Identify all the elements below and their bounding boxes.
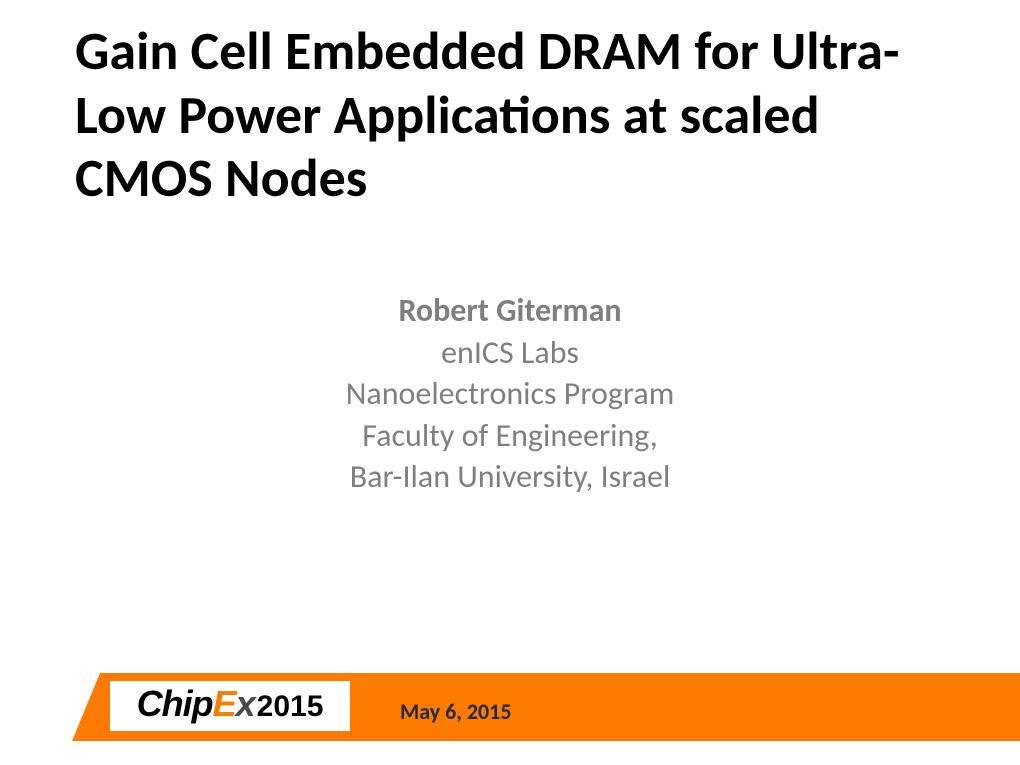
affiliation-line-2: Nanoelectronics Program xyxy=(0,373,1020,415)
footer: ChipEx2015 May 6, 2015 xyxy=(0,655,1020,765)
logo-text-chip: Chip xyxy=(137,683,213,725)
affiliation-line-3: Faculty of Engineering, xyxy=(0,415,1020,457)
logo-text-x: x xyxy=(236,683,255,725)
slide-title: Gain Cell Embedded DRAM for Ultra-Low Po… xyxy=(75,20,955,211)
logo-text-e: E xyxy=(213,683,236,725)
affiliation-line-4: Bar-Ilan University, Israel xyxy=(0,456,1020,498)
logo-text-year: 2015 xyxy=(257,690,324,724)
chipex-logo: ChipEx2015 xyxy=(110,681,350,731)
author-name: Robert Giterman xyxy=(0,290,1020,332)
author-block: Robert Giterman enICS Labs Nanoelectroni… xyxy=(0,290,1020,498)
affiliation-line-1: enICS Labs xyxy=(0,332,1020,374)
slide: Gain Cell Embedded DRAM for Ultra-Low Po… xyxy=(0,0,1020,765)
footer-date: May 6, 2015 xyxy=(400,698,511,725)
